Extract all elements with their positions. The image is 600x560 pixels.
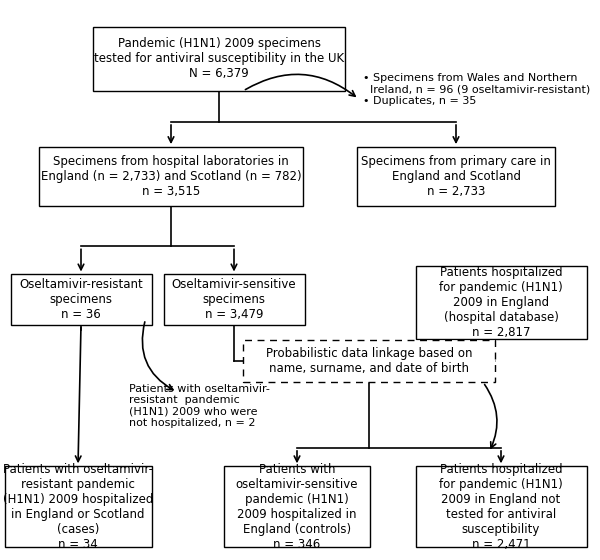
Text: Patients with oseltamivir-
resistant pandemic
(H1N1) 2009 hospitalized
in Englan: Patients with oseltamivir- resistant pan… — [3, 463, 153, 551]
Text: Specimens from primary care in
England and Scotland
n = 2,733: Specimens from primary care in England a… — [361, 155, 551, 198]
FancyBboxPatch shape — [415, 466, 587, 548]
FancyBboxPatch shape — [163, 274, 305, 325]
Text: Patients hospitalized
for pandemic (H1N1)
2009 in England
(hospital database)
n : Patients hospitalized for pandemic (H1N1… — [439, 266, 563, 339]
Text: Oseltamivir-sensitive
specimens
n = 3,479: Oseltamivir-sensitive specimens n = 3,47… — [172, 278, 296, 321]
Text: Pandemic (H1N1) 2009 specimens
tested for antiviral susceptibility in the UK
N =: Pandemic (H1N1) 2009 specimens tested fo… — [94, 38, 344, 80]
FancyBboxPatch shape — [11, 274, 151, 325]
FancyBboxPatch shape — [223, 466, 370, 548]
Text: Specimens from hospital laboratories in
England (n = 2,733) and Scotland (n = 78: Specimens from hospital laboratories in … — [41, 155, 301, 198]
Text: Patients hospitalized
for pandemic (H1N1)
2009 in England not
tested for antivir: Patients hospitalized for pandemic (H1N1… — [439, 463, 563, 551]
FancyBboxPatch shape — [5, 466, 151, 548]
Text: Patients with oseltamivir-
resistant  pandemic
(H1N1) 2009 who were
not hospital: Patients with oseltamivir- resistant pan… — [129, 384, 270, 428]
FancyBboxPatch shape — [415, 266, 587, 339]
FancyBboxPatch shape — [39, 147, 303, 206]
Text: Oseltamivir-resistant
specimens
n = 36: Oseltamivir-resistant specimens n = 36 — [19, 278, 143, 321]
Text: • Specimens from Wales and Northern
  Ireland, n = 96 (9 oseltamivir-resistant)
: • Specimens from Wales and Northern Irel… — [363, 73, 590, 106]
FancyBboxPatch shape — [243, 340, 495, 382]
FancyBboxPatch shape — [93, 27, 345, 91]
Text: Probabilistic data linkage based on
name, surname, and date of birth: Probabilistic data linkage based on name… — [266, 347, 472, 375]
FancyBboxPatch shape — [357, 147, 555, 206]
Text: Patients with
oseltamivir-sensitive
pandemic (H1N1)
2009 hospitalized in
England: Patients with oseltamivir-sensitive pand… — [236, 463, 358, 551]
